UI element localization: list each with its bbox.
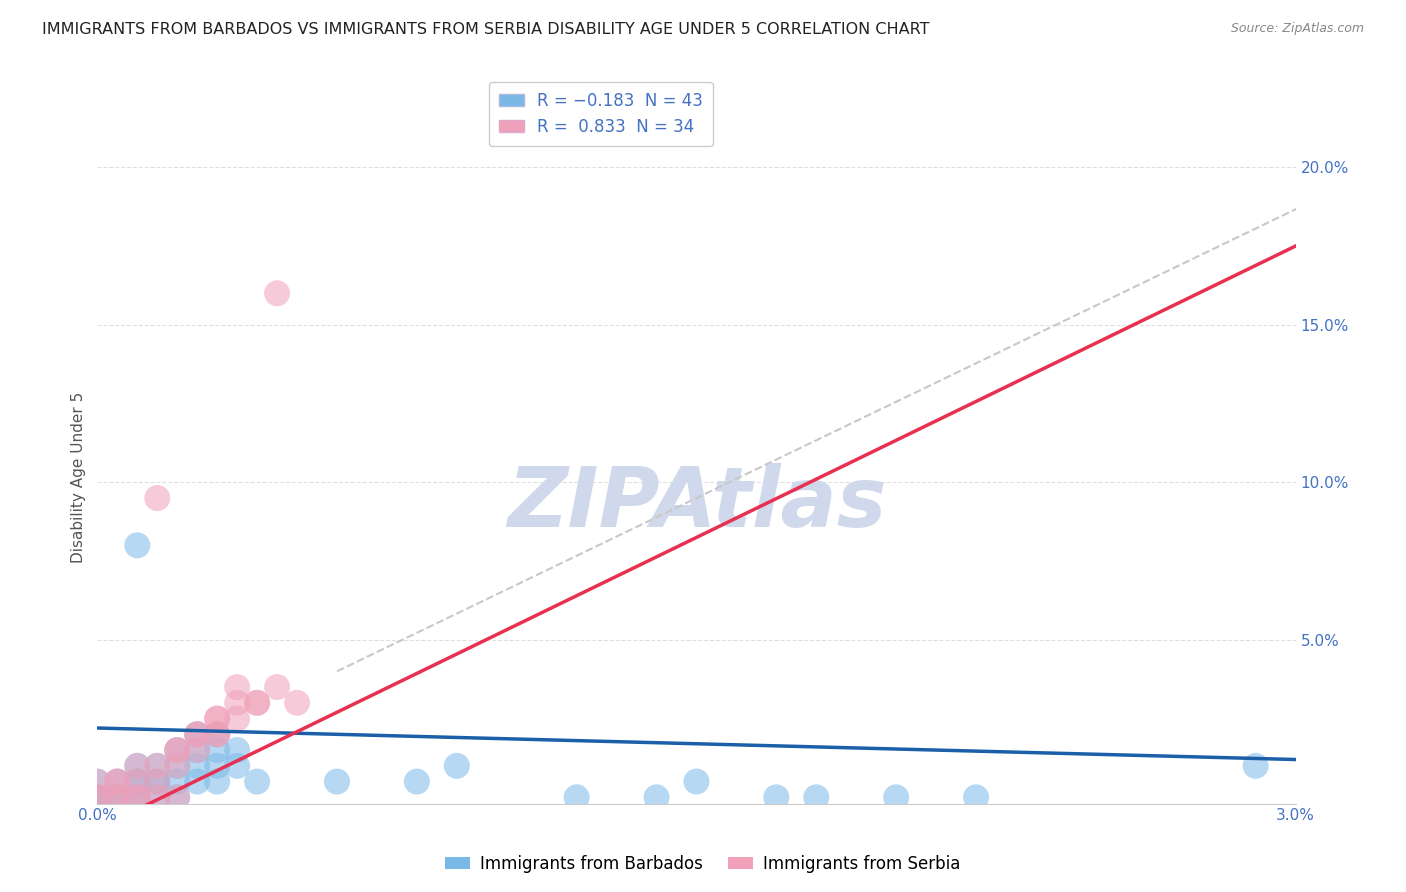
Point [127, 759, 149, 773]
Point [205, 743, 228, 757]
Point [127, 790, 149, 805]
Point [146, 759, 169, 773]
Point [105, 790, 128, 805]
Text: IMMIGRANTS FROM BARBADOS VS IMMIGRANTS FROM SERBIA DISABILITY AGE UNDER 5 CORREL: IMMIGRANTS FROM BARBADOS VS IMMIGRANTS F… [42, 22, 929, 37]
Point [86, 790, 108, 805]
Point [86, 790, 108, 805]
Point [226, 712, 249, 726]
Point [127, 538, 149, 552]
Point [205, 759, 228, 773]
Point [246, 774, 269, 789]
Point [105, 774, 128, 789]
Point [127, 759, 149, 773]
Point [186, 743, 208, 757]
Point [105, 790, 128, 805]
Point [226, 743, 249, 757]
Point [226, 680, 249, 694]
Point [226, 759, 249, 773]
Point [146, 774, 169, 789]
Point [806, 790, 828, 805]
Point [146, 774, 169, 789]
Point [246, 696, 269, 710]
Point [105, 774, 128, 789]
Point [205, 712, 228, 726]
Point [166, 790, 188, 805]
Point [186, 727, 208, 741]
Point [146, 790, 169, 805]
Point [105, 790, 128, 805]
Point [127, 790, 149, 805]
Point [406, 774, 429, 789]
Point [205, 774, 228, 789]
Point [884, 790, 907, 805]
Y-axis label: Disability Age Under 5: Disability Age Under 5 [72, 392, 86, 563]
Point [246, 696, 269, 710]
Point [127, 790, 149, 805]
Point [127, 774, 149, 789]
Point [186, 759, 208, 773]
Point [186, 743, 208, 757]
Point [166, 759, 188, 773]
Point [765, 790, 787, 805]
Point [166, 790, 188, 805]
Point [166, 774, 188, 789]
Point [86, 790, 108, 805]
Point [285, 696, 308, 710]
Point [205, 727, 228, 741]
Point [127, 774, 149, 789]
Text: ZIPAtlas: ZIPAtlas [506, 463, 886, 544]
Point [86, 774, 108, 789]
Point [166, 743, 188, 757]
Point [186, 727, 208, 741]
Point [205, 712, 228, 726]
Point [127, 774, 149, 789]
Point [146, 774, 169, 789]
Point [105, 790, 128, 805]
Point [146, 759, 169, 773]
Point [446, 759, 468, 773]
Legend: R = −0.183  N = 43, R =  0.833  N = 34: R = −0.183 N = 43, R = 0.833 N = 34 [488, 81, 713, 146]
Text: Source: ZipAtlas.com: Source: ZipAtlas.com [1230, 22, 1364, 36]
Point [186, 774, 208, 789]
Point [127, 790, 149, 805]
Legend: Immigrants from Barbados, Immigrants from Serbia: Immigrants from Barbados, Immigrants fro… [439, 848, 967, 880]
Point [166, 743, 188, 757]
Point [86, 790, 108, 805]
Point [146, 790, 169, 805]
Point [205, 727, 228, 741]
Point [565, 790, 588, 805]
Point [1244, 759, 1267, 773]
Point [226, 696, 249, 710]
Point [266, 680, 288, 694]
Point [186, 727, 208, 741]
Point [166, 759, 188, 773]
Point [105, 774, 128, 789]
Point [965, 790, 987, 805]
Point [146, 491, 169, 505]
Point [266, 286, 288, 301]
Point [86, 790, 108, 805]
Point [166, 743, 188, 757]
Point [685, 774, 707, 789]
Point [205, 727, 228, 741]
Point [326, 774, 349, 789]
Point [645, 790, 668, 805]
Point [86, 774, 108, 789]
